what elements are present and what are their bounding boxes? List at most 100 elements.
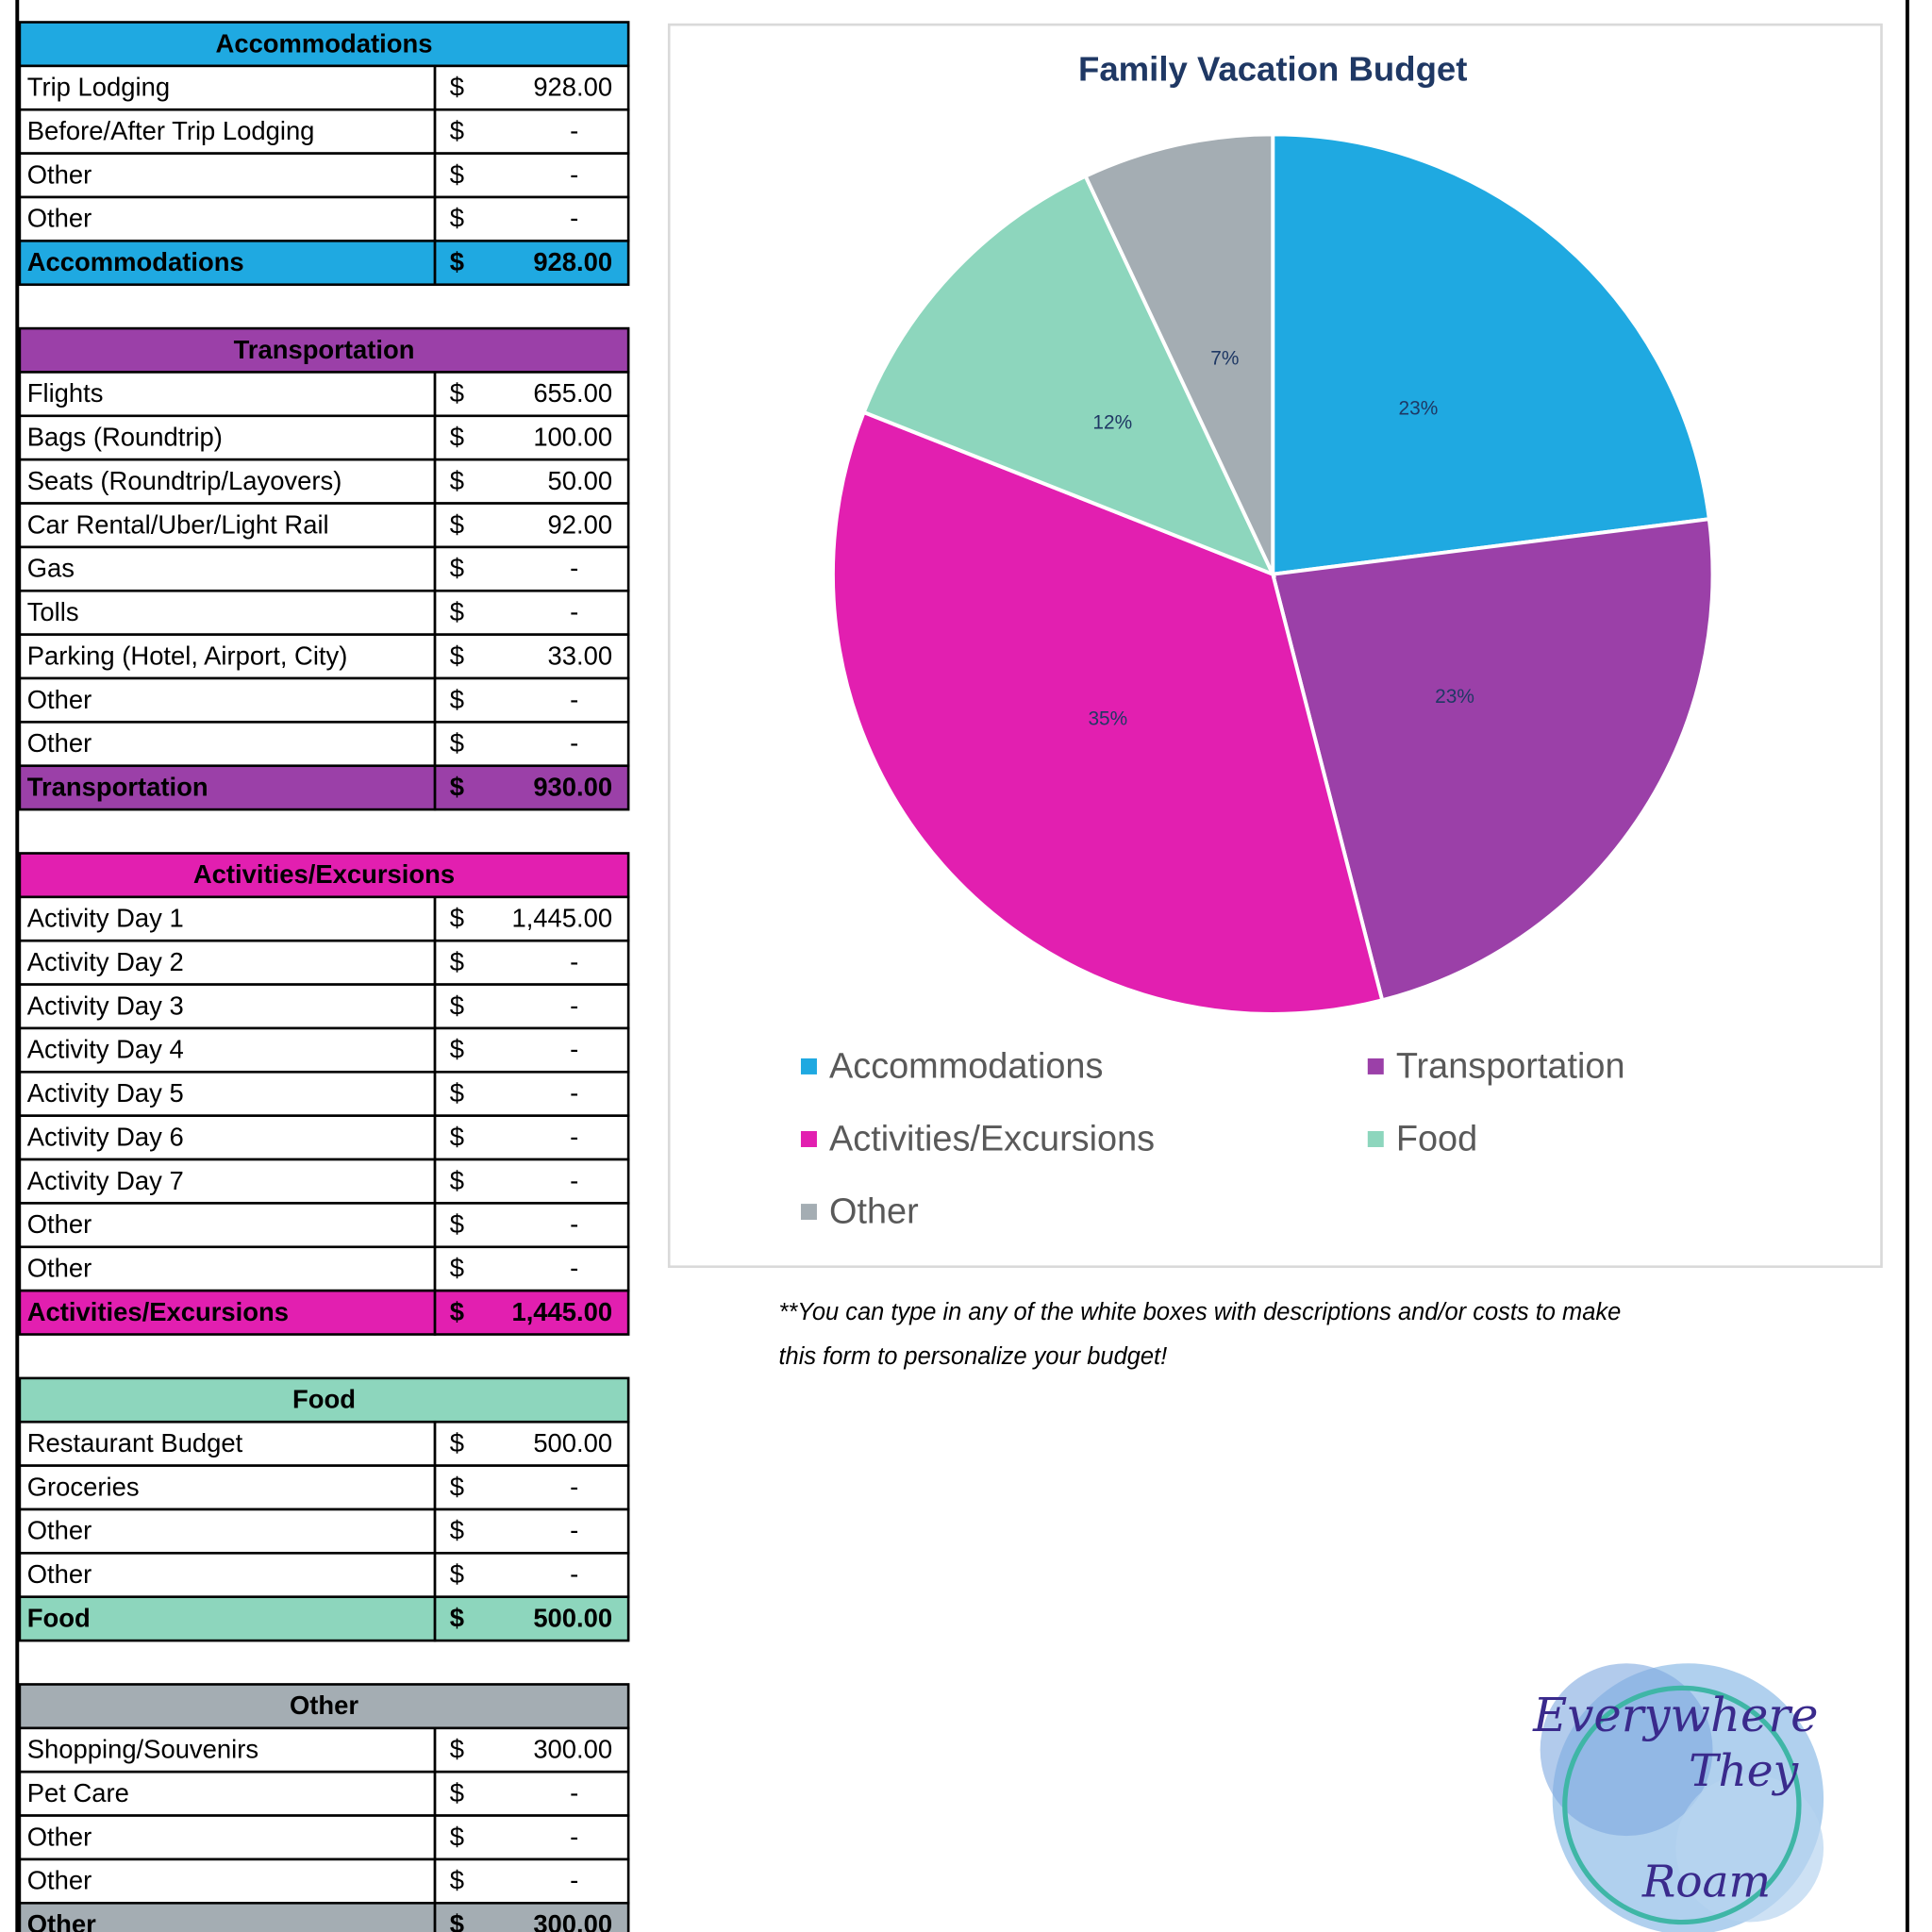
amount: -	[570, 1822, 578, 1851]
amount: -	[570, 554, 578, 583]
amount: -	[570, 1209, 578, 1239]
total-amount-cell	[433, 1289, 630, 1336]
amount: -	[570, 1122, 578, 1151]
currency: $	[450, 641, 464, 670]
row-label: Car Rental/Uber/Light Rail	[27, 509, 329, 539]
legend-swatch	[800, 1131, 817, 1147]
amount-cell	[433, 371, 630, 418]
slice-label: 23%	[1399, 397, 1439, 419]
currency: $	[450, 772, 464, 801]
row-label: Flights	[27, 378, 104, 408]
amount-cell	[433, 1420, 630, 1467]
row-label: Other	[27, 1909, 96, 1932]
amount: -	[570, 1472, 578, 1501]
row-label: Tolls	[27, 597, 79, 626]
amount-cell	[433, 1770, 630, 1817]
amount: 500.00	[533, 1603, 612, 1632]
row-label: Transportation	[27, 772, 208, 801]
section-title: Accommodations	[216, 28, 433, 58]
row-label: Activity Day 4	[27, 1035, 184, 1064]
logo: Everywhere They Roam	[1532, 1663, 1824, 1932]
legend-swatch	[800, 1204, 817, 1221]
currency: $	[450, 1472, 464, 1501]
amount-cell	[433, 1202, 630, 1249]
label-cell	[18, 1202, 437, 1249]
row-label: Activities/Excursions	[27, 1297, 289, 1326]
row-label: Other	[27, 204, 92, 233]
currency: $	[450, 554, 464, 583]
section-header	[18, 852, 630, 899]
logo-blob	[1540, 1663, 1713, 1837]
currency: $	[450, 1122, 464, 1151]
pie-slice	[830, 409, 1385, 1016]
slice-label: 7%	[1210, 348, 1239, 370]
currency: $	[450, 509, 464, 539]
currency: $	[450, 1866, 464, 1895]
row-label: Shopping/Souvenirs	[27, 1735, 258, 1764]
amount: -	[570, 1035, 578, 1064]
currency: $	[450, 1035, 464, 1064]
row-label: Other	[27, 728, 92, 758]
total-amount-cell	[433, 1595, 630, 1642]
section-header	[18, 1376, 630, 1424]
currency: $	[450, 1297, 464, 1326]
amount: 300.00	[533, 1735, 612, 1764]
amount-cell	[433, 1857, 630, 1905]
amount-cell	[433, 414, 630, 461]
row-label: Activity Day 3	[27, 991, 184, 1020]
row-label: Before/After Trip Lodging	[27, 116, 315, 145]
amount: -	[570, 1166, 578, 1195]
row-label: Restaurant Budget	[27, 1428, 243, 1457]
currency: $	[450, 423, 464, 452]
amount-cell	[433, 589, 630, 636]
currency: $	[450, 991, 464, 1020]
total-amount-cell	[433, 764, 630, 811]
row-label: Activity Day 1	[27, 904, 184, 933]
row-label: Other	[27, 1822, 92, 1851]
row-label: Other	[27, 1254, 92, 1283]
label-cell	[18, 1507, 437, 1555]
amount-cell	[433, 1552, 630, 1599]
amount: 100.00	[533, 423, 612, 452]
currency: $	[450, 1516, 464, 1545]
currency: $	[450, 1078, 464, 1108]
row-label: Accommodations	[27, 247, 244, 276]
currency: $	[450, 1603, 464, 1632]
amount: -	[570, 1078, 578, 1108]
note: **You can type in any of the white boxes…	[778, 1299, 1621, 1325]
amount: 92.00	[548, 509, 613, 539]
amount: -	[570, 728, 578, 758]
amount-cell	[433, 545, 630, 592]
amount: 655.00	[533, 378, 612, 408]
currency: $	[450, 597, 464, 626]
pie-slice	[1083, 132, 1275, 575]
amount: -	[570, 991, 578, 1020]
amount: -	[570, 685, 578, 714]
currency: $	[450, 204, 464, 233]
amount-cell	[433, 108, 630, 155]
section-title: Food	[292, 1385, 356, 1414]
row-label: Gas	[27, 554, 75, 583]
section-header	[18, 326, 630, 374]
amount: 500.00	[533, 1428, 612, 1457]
row-label: Bags (Roundtrip)	[27, 423, 223, 452]
currency: $	[450, 1428, 464, 1457]
section-title: Other	[290, 1690, 358, 1720]
section-title: Transportation	[234, 335, 415, 364]
amount: -	[570, 947, 578, 976]
amount-cell	[433, 64, 630, 111]
currency: $	[450, 159, 464, 189]
legend-label: Food	[1396, 1119, 1477, 1158]
amount: 50.00	[548, 466, 613, 495]
row-label: Activity Day 5	[27, 1078, 184, 1108]
amount: -	[570, 204, 578, 233]
slice-label: 23%	[1435, 686, 1474, 708]
amount: -	[570, 1516, 578, 1545]
row-label: Trip Lodging	[27, 73, 170, 102]
amount: -	[570, 597, 578, 626]
row-label: Other	[27, 1559, 92, 1589]
amount-cell	[433, 939, 630, 986]
amount-cell	[433, 1245, 630, 1292]
